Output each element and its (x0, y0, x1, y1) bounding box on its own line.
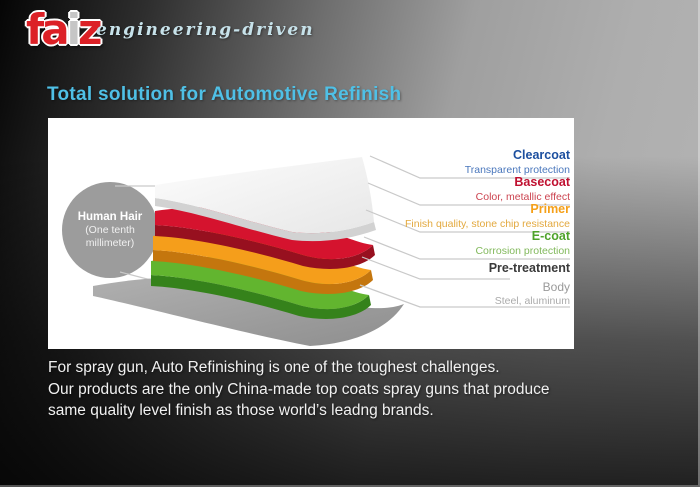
clearcoat-layer (155, 157, 376, 242)
label-pretreatment-title: Pre-treatment (488, 261, 570, 275)
pretreatment-layer (93, 277, 404, 346)
hair-label-line1: Human Hair (77, 211, 143, 223)
label-basecoat-desc: Color, metallic effect (475, 191, 570, 203)
hair-label-line2: (One tenth (85, 224, 135, 236)
body-text-line2: Our products are the only China-made top… (48, 380, 550, 398)
label-ecoat-desc: Corrosion protection (475, 245, 570, 257)
body-text-line1: For spray gun, Auto Refinishing is one o… (48, 359, 500, 376)
page-title: Total solution for Automotive Refinish (47, 84, 402, 105)
hair-label-line3: millimeter) (85, 237, 135, 249)
label-ecoat-title: E-coat (531, 229, 570, 243)
label-primer-title: Primer (530, 202, 570, 216)
coating-diagram-panel: Human Hair (One tenth millimeter) Clearc… (48, 118, 574, 349)
hair-to-stack-guides (115, 185, 155, 281)
label-primer-desc: Finish quality, stone chip resistance (405, 218, 570, 230)
logo-part-i: i (66, 5, 82, 54)
label-clearcoat-desc: Transparent protection (464, 164, 570, 176)
label-basecoat-title: Basecoat (514, 175, 570, 189)
human-hair-label: Human Hair (One tenth millimeter) (62, 210, 158, 250)
logo-tagline: engineering-driven (96, 20, 315, 40)
label-connector-lines (359, 155, 570, 308)
body-text-line3: same quality level finish as those world… (48, 402, 434, 419)
human-hair-circle (62, 182, 158, 278)
faiz-logo: faiz (26, 5, 103, 54)
label-steel-aluminum: Steel, aluminum (494, 295, 570, 307)
coating-layers-illustration (62, 155, 570, 346)
logo-part-z: z (78, 5, 103, 54)
label-body-title: Body (542, 280, 570, 294)
logo-part-fa: fa (26, 5, 70, 54)
slide-body-text: For spray gun, Auto Refinishing is one o… (48, 357, 549, 422)
label-clearcoat-title: Clearcoat (513, 148, 570, 162)
